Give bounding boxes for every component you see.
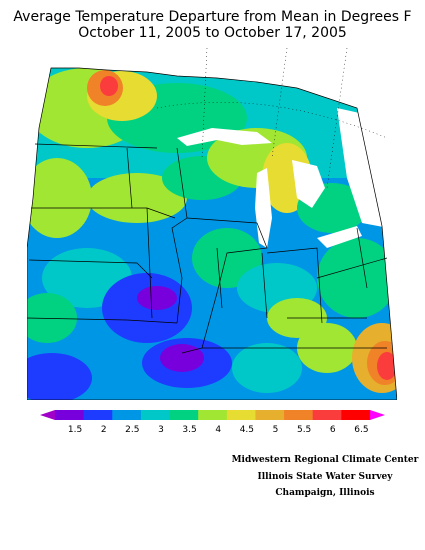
legend-label: 5 bbox=[273, 425, 279, 435]
legend-swatch bbox=[55, 410, 85, 420]
graticule bbox=[156, 48, 388, 189]
color-legend: 1.5 2 2.5 3 3.5 4 4.5 5 5.5 6 6.5 bbox=[40, 410, 385, 435]
legend-swatch bbox=[341, 410, 371, 420]
legend-arrow-high bbox=[370, 410, 385, 420]
legend-label: 3 bbox=[158, 425, 164, 435]
state-boundaries bbox=[27, 67, 397, 400]
legend-label: 4 bbox=[215, 425, 221, 435]
legend-swatch bbox=[255, 410, 285, 420]
legend-swatch bbox=[169, 410, 199, 420]
legend-arrow-low bbox=[40, 410, 55, 420]
legend-label: 1.5 bbox=[68, 425, 82, 435]
legend-swatch bbox=[226, 410, 256, 420]
map-title-line1: Average Temperature Departure from Mean … bbox=[13, 9, 412, 25]
map-title-line2: October 11, 2005 to October 17, 2005 bbox=[78, 25, 347, 41]
legend-swatch bbox=[112, 410, 142, 420]
credit-line2: Illinois State Water Survey bbox=[257, 472, 393, 482]
temperature-map bbox=[27, 48, 397, 400]
temperature-field bbox=[27, 68, 397, 400]
credit-line3: Champaign, Illinois bbox=[275, 488, 375, 498]
legend-label: 6.5 bbox=[354, 425, 368, 435]
legend-swatch bbox=[140, 410, 171, 420]
legend-swatch bbox=[83, 410, 113, 420]
legend-swatch bbox=[198, 410, 228, 420]
legend-swatch bbox=[312, 410, 342, 420]
legend-label: 5.5 bbox=[297, 425, 311, 435]
legend-label: 6 bbox=[330, 425, 336, 435]
legend-label: 4.5 bbox=[240, 425, 254, 435]
legend-label: 2 bbox=[101, 425, 107, 435]
legend-label: 2.5 bbox=[125, 425, 139, 435]
credit-line1: Midwestern Regional Climate Center bbox=[231, 455, 419, 465]
legend-label: 3.5 bbox=[182, 425, 196, 435]
legend-swatch bbox=[284, 410, 314, 420]
